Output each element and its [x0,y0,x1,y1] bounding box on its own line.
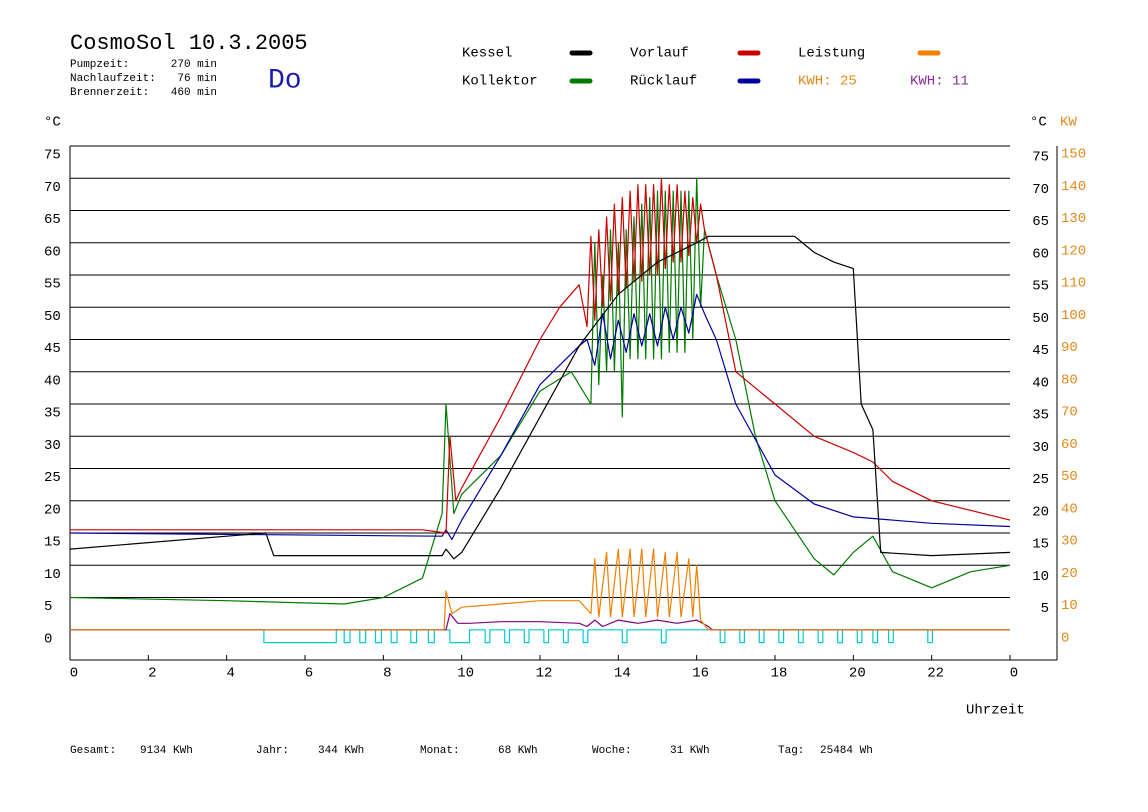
info-value: 270 min [171,59,217,71]
y2-tick-label: 130 [1061,211,1086,227]
kwh-label: KWH: 25 [798,74,857,90]
y2-tick-label: 20 [1061,566,1078,582]
series-line [70,629,1010,644]
series-line [69,293,1011,541]
legend-label: Rücklauf [630,74,697,90]
y2-tick-label: 110 [1061,276,1086,292]
footer-label: Jahr: [256,745,289,757]
y2-tick-label: 150 [1061,147,1086,163]
y2-tick-label: 140 [1061,179,1086,195]
y2-tick-label: 10 [1061,598,1078,614]
y2-tick-label: 0 [1061,630,1069,646]
legend-label: Vorlauf [630,46,689,62]
footer-value: 68 KWh [498,745,538,757]
y2-tick-label: 60 [1061,437,1078,453]
x-tick-label: 4 [226,666,234,682]
legend-label: Kollektor [462,74,538,90]
y-tick-label: 10 [44,567,61,583]
y2-tick-label: 90 [1061,340,1078,356]
y-tick-label: 30 [44,438,61,454]
y-tick-label: 20 [44,502,61,518]
footer-value: 31 KWh [670,745,710,757]
y-right-tick-label: 15 [1032,537,1049,553]
y-tick-label: 0 [44,631,52,647]
legend-label: Leistung [798,46,865,62]
y2-tick-label: 40 [1061,501,1078,517]
weekday: Do [268,65,302,96]
footer-label: Tag: [778,745,804,757]
info-value: 76 min [177,73,217,85]
y-right-tick-label: 30 [1032,440,1049,456]
y-right-tick-label: 5 [1041,601,1049,617]
kwh-label: KWH: 11 [910,74,969,90]
y-right-tick-label: 70 [1032,182,1049,198]
x-tick-label: 8 [383,666,391,682]
y2-tick-label: 30 [1061,534,1078,550]
info-label: Nachlaufzeit: [70,73,156,85]
series-line [70,177,1011,534]
x-tick-label: 6 [305,666,313,682]
x-tick-label: 16 [692,666,709,682]
footer-label: Gesamt: [70,745,116,757]
legend-label: Kessel [462,46,512,62]
y-right-tick-label: 40 [1032,375,1049,391]
y2-tick-label: 120 [1061,243,1086,259]
series-line [70,613,1010,631]
y2-tick-label: 70 [1061,405,1078,421]
x-tick-label: 2 [148,666,156,682]
info-label: Pumpzeit: [70,59,129,71]
y-tick-label: 15 [44,535,61,551]
chart-title: CosmoSol 10.3.2005 [70,31,308,56]
footer-value: 9134 KWh [140,745,193,757]
series-line [69,235,1011,560]
y-right-tick-label: 25 [1032,472,1049,488]
x-tick-label: 14 [614,666,631,682]
y-right-tick-label: 55 [1032,279,1049,295]
footer-label: Monat: [420,745,460,757]
y-tick-label: 35 [44,406,61,422]
y2-axis-label-c: °C [1030,115,1047,131]
x-tick-label: 22 [927,666,944,682]
series-line [70,548,1010,631]
y-tick-label: 25 [44,470,61,486]
y-right-tick-label: 35 [1032,408,1049,424]
x-tick-label: 10 [457,666,474,682]
y-tick-label: 50 [44,309,61,325]
x-axis-label: Uhrzeit [966,703,1025,719]
x-tick-label: 18 [771,666,788,682]
x-tick-label: 0 [70,666,78,682]
y-tick-label: 65 [44,212,61,228]
y-right-tick-label: 20 [1032,504,1049,520]
y-tick-label: 45 [44,341,61,357]
y-right-tick-label: 65 [1032,214,1049,230]
y2-axis-label: KW [1060,115,1077,131]
y-tick-label: 40 [44,373,61,389]
info-label: Brennerzeit: [70,87,149,99]
x-tick-label: 12 [536,666,553,682]
x-tick-label: 0 [1010,666,1018,682]
footer-value: 344 KWh [318,745,364,757]
y-tick-label: 5 [44,599,52,615]
y-axis-label: °C [44,115,61,131]
y-tick-label: 60 [44,244,61,260]
y-tick-label: 55 [44,277,61,293]
series-line [69,177,1011,605]
info-value: 460 min [171,87,217,99]
y2-tick-label: 80 [1061,372,1078,388]
y-right-tick-label: 10 [1032,569,1049,585]
y-tick-label: 70 [44,180,61,196]
y2-tick-label: 100 [1061,308,1086,324]
footer-label: Woche: [592,745,632,757]
y-right-tick-label: 50 [1032,311,1049,327]
y-tick-label: 75 [44,148,61,164]
y-right-tick-label: 75 [1032,150,1049,166]
y2-tick-label: 50 [1061,469,1078,485]
x-tick-label: 20 [849,666,866,682]
y-right-tick-label: 60 [1032,246,1049,262]
footer-value: 25484 Wh [820,745,873,757]
y-right-tick-label: 45 [1032,343,1049,359]
